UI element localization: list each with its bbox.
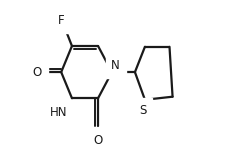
Text: S: S bbox=[139, 104, 146, 117]
Text: HN: HN bbox=[50, 106, 68, 119]
Text: F: F bbox=[58, 14, 65, 27]
Text: O: O bbox=[93, 134, 103, 147]
Text: N: N bbox=[111, 60, 120, 73]
Text: O: O bbox=[33, 66, 42, 79]
